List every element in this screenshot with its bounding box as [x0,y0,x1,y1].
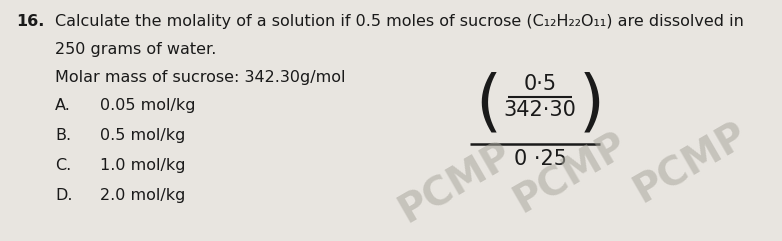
Text: 0.05 mol/kg: 0.05 mol/kg [100,98,196,113]
Text: 16.: 16. [16,14,45,29]
Text: 0·5: 0·5 [523,74,557,94]
Text: PCMP: PCMP [626,115,753,210]
Text: 1.0 mol/kg: 1.0 mol/kg [100,158,185,173]
Text: 0.5 mol/kg: 0.5 mol/kg [100,128,185,143]
Text: PCMP: PCMP [507,125,633,220]
Text: PCMP: PCMP [392,135,518,230]
Text: B.: B. [55,128,71,143]
Text: D.: D. [55,188,73,203]
Text: ): ) [579,71,605,137]
Text: Calculate the molality of a solution if 0.5 moles of sucrose (C₁₂H₂₂O₁₁) are dis: Calculate the molality of a solution if … [55,14,744,29]
Text: (: ( [475,71,501,137]
Text: C.: C. [55,158,71,173]
Text: 0 ·25: 0 ·25 [514,149,566,169]
Text: 342·30: 342·30 [504,100,576,120]
Text: 2.0 mol/kg: 2.0 mol/kg [100,188,185,203]
Text: Molar mass of sucrose: 342.30g/mol: Molar mass of sucrose: 342.30g/mol [55,70,346,85]
Text: 250 grams of water.: 250 grams of water. [55,42,217,57]
Text: A.: A. [55,98,71,113]
